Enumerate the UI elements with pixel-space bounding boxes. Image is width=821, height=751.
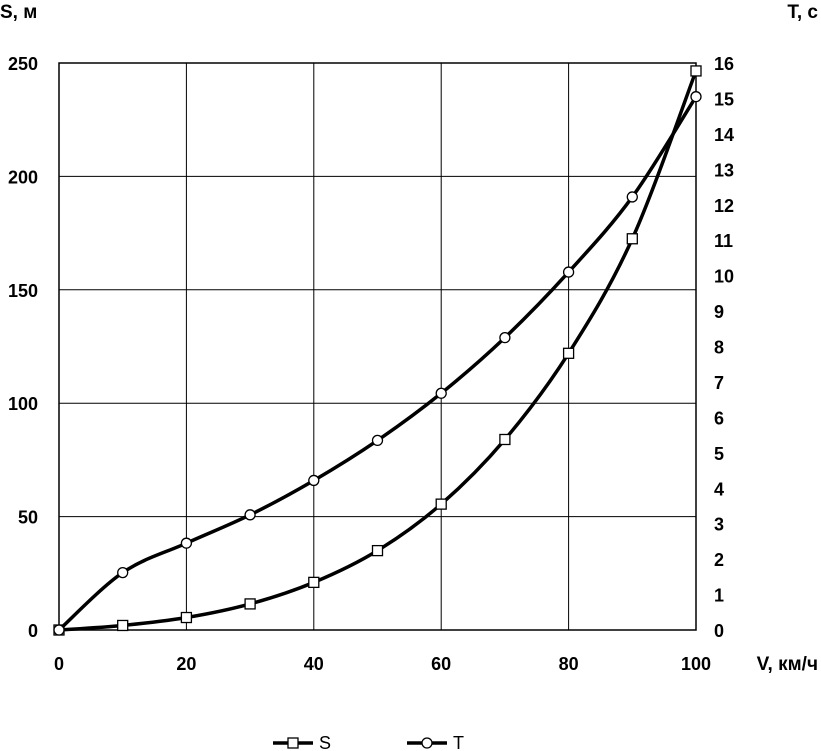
series-layer — [53, 65, 702, 636]
y-right-tick-label: 12 — [714, 196, 734, 216]
y-right-tick-label: 6 — [714, 408, 724, 428]
y-left-tick-label: 0 — [28, 621, 38, 641]
y-left-tick-labels: 0 50 100 150 200 250 — [8, 54, 38, 641]
data-point-S — [180, 611, 193, 624]
y-right-tick-label: 3 — [714, 515, 724, 535]
data-point-S — [308, 576, 320, 589]
data-point-T — [499, 331, 511, 344]
x-tick-label: 100 — [681, 654, 711, 674]
y-right-tick-label: 8 — [714, 338, 724, 358]
data-point-T — [117, 566, 129, 579]
y-right-tick-label: 7 — [714, 373, 724, 393]
y-right-tick-label: 14 — [714, 125, 734, 145]
y-right-tick-label: 16 — [714, 54, 734, 74]
data-point-S — [690, 65, 702, 77]
data-point-S — [626, 233, 638, 245]
data-point-S — [499, 433, 511, 446]
grid — [58, 62, 697, 631]
x-tick-label: 20 — [176, 654, 196, 674]
y-right-tick-label: 4 — [714, 479, 724, 499]
x-tick-label: 80 — [559, 654, 579, 674]
data-point-T — [690, 91, 702, 103]
y-right-tick-label: 11 — [714, 231, 733, 251]
y-right-tick-label: 1 — [714, 586, 724, 606]
x-tick-label: 0 — [54, 654, 64, 674]
x-axis-title: V, км/ч — [757, 654, 818, 675]
data-point-T — [180, 537, 193, 549]
legend-label-T: T — [453, 733, 464, 751]
data-point-T — [562, 266, 575, 278]
y-left-tick-label: 200 — [8, 167, 38, 187]
data-point-T — [435, 387, 447, 399]
legend-label-S: S — [319, 733, 331, 751]
y-right-axis-title: T, с — [787, 2, 818, 23]
x-tick-label: 60 — [431, 654, 451, 674]
y-left-tick-label: 100 — [8, 394, 38, 414]
y-right-tick-label: 9 — [714, 302, 724, 322]
data-point-T — [244, 509, 256, 521]
x-tick-labels: 0 20 40 60 80 100 — [54, 654, 711, 674]
data-point-S — [117, 619, 129, 632]
y-right-tick-label: 15 — [714, 89, 734, 109]
y-right-tick-label: 5 — [714, 444, 724, 464]
legend-marker-T — [421, 737, 433, 749]
data-point-T — [626, 191, 638, 203]
data-point-S — [371, 544, 384, 557]
legend-marker-S — [287, 737, 299, 749]
x-tick-label: 40 — [304, 654, 324, 674]
data-point-S — [244, 598, 256, 610]
y-right-tick-label: 2 — [714, 550, 724, 570]
data-point-T — [308, 474, 320, 487]
plot-frame — [58, 62, 697, 631]
y-left-tick-label: 50 — [18, 508, 38, 528]
data-point-S — [562, 347, 575, 359]
y-left-axis-title: S, м — [0, 2, 37, 23]
data-point-T — [371, 434, 384, 447]
y-right-tick-label: 13 — [714, 160, 734, 180]
y-right-tick-label: 10 — [714, 267, 734, 287]
data-point-T — [53, 624, 65, 636]
y-left-tick-label: 150 — [8, 281, 38, 301]
data-point-S — [435, 498, 447, 510]
y-right-tick-label: 0 — [714, 621, 724, 641]
y-left-tick-label: 250 — [8, 54, 38, 74]
series-line-T — [57, 95, 698, 632]
